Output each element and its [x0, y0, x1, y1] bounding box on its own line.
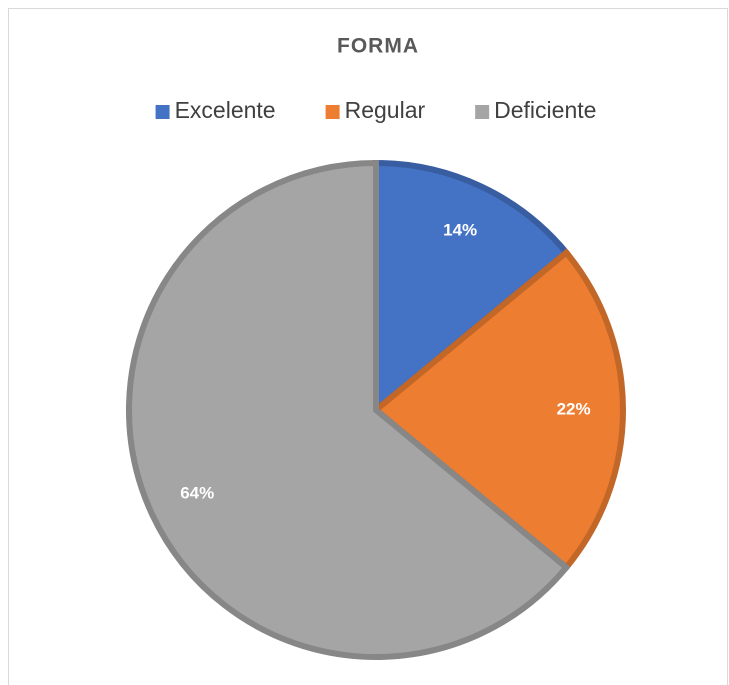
data-label: 22%	[557, 399, 591, 418]
pie-slice	[371, 248, 626, 572]
legend-label: Deficiente	[494, 97, 596, 123]
legend: Excelente Regular Deficiente	[155, 97, 596, 123]
legend-swatch	[475, 105, 490, 119]
pie-slice	[126, 159, 571, 660]
legend-label: Excelente	[175, 97, 276, 123]
legend-swatch	[325, 105, 340, 119]
legend-label: Regular	[345, 97, 426, 123]
pie-slice	[373, 159, 571, 417]
data-label: 64%	[180, 484, 214, 503]
legend-swatch	[155, 105, 170, 119]
chart-title: FORMA	[337, 35, 419, 58]
data-label: 14%	[443, 221, 477, 240]
